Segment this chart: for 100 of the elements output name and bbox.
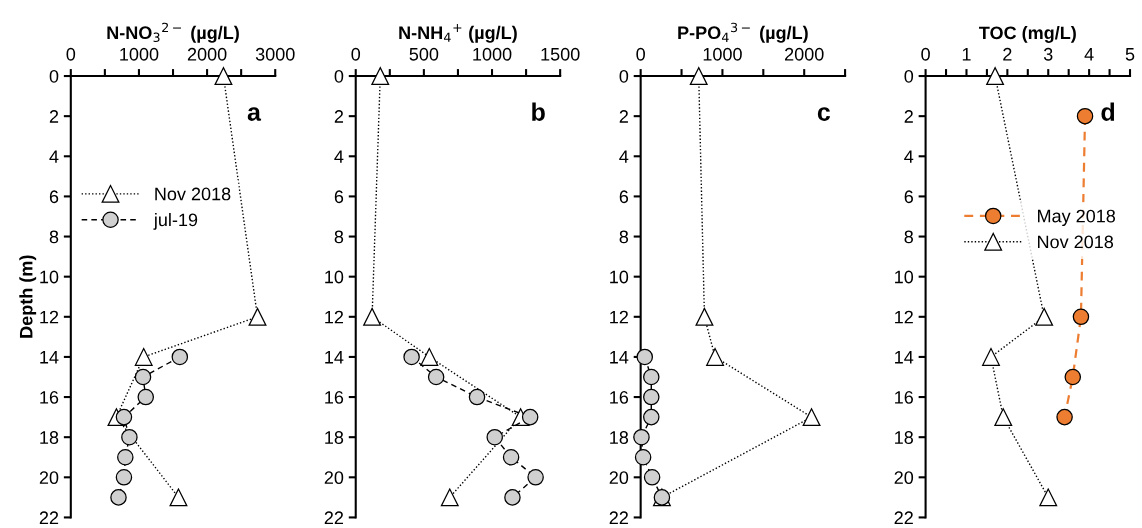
point (363, 307, 382, 326)
point (371, 67, 390, 85)
x-tick-label: 2000 (785, 47, 824, 61)
y-tick-label: 22 (894, 511, 913, 524)
y-tick-label: 20 (39, 471, 59, 485)
y-tick-label: 12 (325, 310, 344, 324)
point (169, 488, 188, 507)
x-tick-label: 2000 (187, 47, 227, 61)
x-axis-title: P-PO$_{4}$$^{3−}$ (µg/L) (678, 22, 808, 43)
x-tick-label: 3 (1043, 47, 1053, 61)
x-tick-label: 0 (636, 47, 645, 61)
y-tick-label: 10 (610, 270, 629, 284)
point (1076, 107, 1094, 125)
point (427, 368, 445, 386)
y-tick-label: 14 (610, 351, 629, 364)
point (134, 347, 153, 366)
annotation: b (532, 102, 545, 121)
point (643, 368, 660, 386)
point (486, 428, 504, 446)
point (1035, 307, 1054, 326)
y-tick-label: 8 (49, 230, 59, 244)
y-tick-label: 6 (904, 190, 913, 204)
y-tick-label: 20 (324, 471, 344, 485)
x-tick-label: 0 (66, 47, 76, 61)
y-axis-title: Depth (m) (19, 255, 37, 338)
y-tick-label: 18 (40, 431, 59, 444)
y-tick-label: 14 (325, 351, 344, 364)
y-tick-label: 12 (610, 310, 628, 324)
x-tick-label: 4 (1084, 48, 1094, 61)
y-tick-label: 10 (40, 270, 59, 284)
legend-label: jul-19 (153, 212, 198, 230)
x-tick-label: 1500 (541, 47, 580, 61)
x-tick-label: 1 (962, 48, 971, 61)
y-tick-label: 6 (334, 190, 344, 204)
point (1072, 308, 1090, 326)
point (633, 428, 650, 446)
y-tick-label: 14 (895, 351, 914, 364)
point (214, 67, 233, 85)
x-axis-title: N-NO$_{3}$$^{2−}$ (µg/L) (107, 22, 239, 43)
x-tick-label: 0 (921, 47, 930, 61)
point (521, 408, 539, 426)
y-tick-label: 4 (49, 150, 59, 163)
x-tick-label: 3000 (255, 47, 295, 61)
y-tick-label: 16 (895, 390, 913, 404)
y-tick-label: 12 (895, 310, 913, 324)
x-tick-label: 0 (351, 47, 361, 61)
y-tick-label: 16 (325, 390, 344, 404)
y-tick-label: 10 (325, 270, 344, 284)
point (689, 67, 708, 85)
point (117, 448, 134, 466)
point (643, 469, 661, 486)
point (982, 347, 1000, 366)
y-tick-label: 8 (619, 230, 629, 244)
point (110, 489, 127, 506)
point (634, 448, 652, 466)
x-axis-title: TOC (mg/L) (979, 25, 1076, 43)
x-tick-label: 1000 (120, 47, 159, 61)
point (1064, 368, 1082, 386)
y-tick-label: 12 (40, 310, 59, 324)
point (643, 388, 660, 406)
y-tick-label: 0 (904, 69, 914, 83)
y-tick-label: 18 (610, 431, 629, 444)
annotation: d (1101, 102, 1115, 121)
point (986, 67, 1005, 85)
y-tick-label: 10 (895, 270, 914, 284)
y-tick-label: 2 (904, 110, 913, 123)
y-tick-label: 0 (49, 69, 59, 83)
y-tick-label: 2 (619, 110, 628, 123)
point (527, 469, 544, 486)
x-tick-label: 500 (409, 47, 439, 61)
y-tick-label: 4 (334, 150, 344, 163)
legend-label: Nov 2018 (155, 187, 231, 201)
point (1056, 408, 1073, 426)
y-tick-label: 20 (609, 471, 629, 485)
point (802, 408, 821, 427)
y-tick-label: 22 (609, 511, 628, 524)
y-tick-label: 20 (894, 471, 914, 485)
x-tick-label: 1000 (473, 47, 512, 61)
y-tick-label: 4 (904, 150, 914, 163)
annotation: c (817, 107, 831, 121)
point (248, 307, 267, 326)
y-tick-label: 2 (334, 110, 344, 123)
x-tick-label: 5 (1125, 48, 1135, 61)
point (636, 348, 654, 366)
y-tick-label: 6 (619, 190, 629, 204)
point (468, 388, 486, 406)
point (502, 448, 520, 466)
point (440, 488, 459, 507)
y-tick-label: 18 (325, 431, 344, 444)
annotation: a (247, 107, 262, 121)
y-tick-label: 0 (334, 69, 344, 83)
point (695, 307, 714, 326)
y-tick-label: 22 (39, 511, 59, 524)
point (420, 347, 439, 366)
legend-label: Nov 2018 (1038, 235, 1114, 249)
point (504, 489, 521, 506)
x-tick-label: 2 (1003, 47, 1012, 61)
point (115, 408, 133, 426)
x-tick-label: 1000 (703, 47, 742, 61)
y-tick-label: 4 (619, 150, 629, 163)
